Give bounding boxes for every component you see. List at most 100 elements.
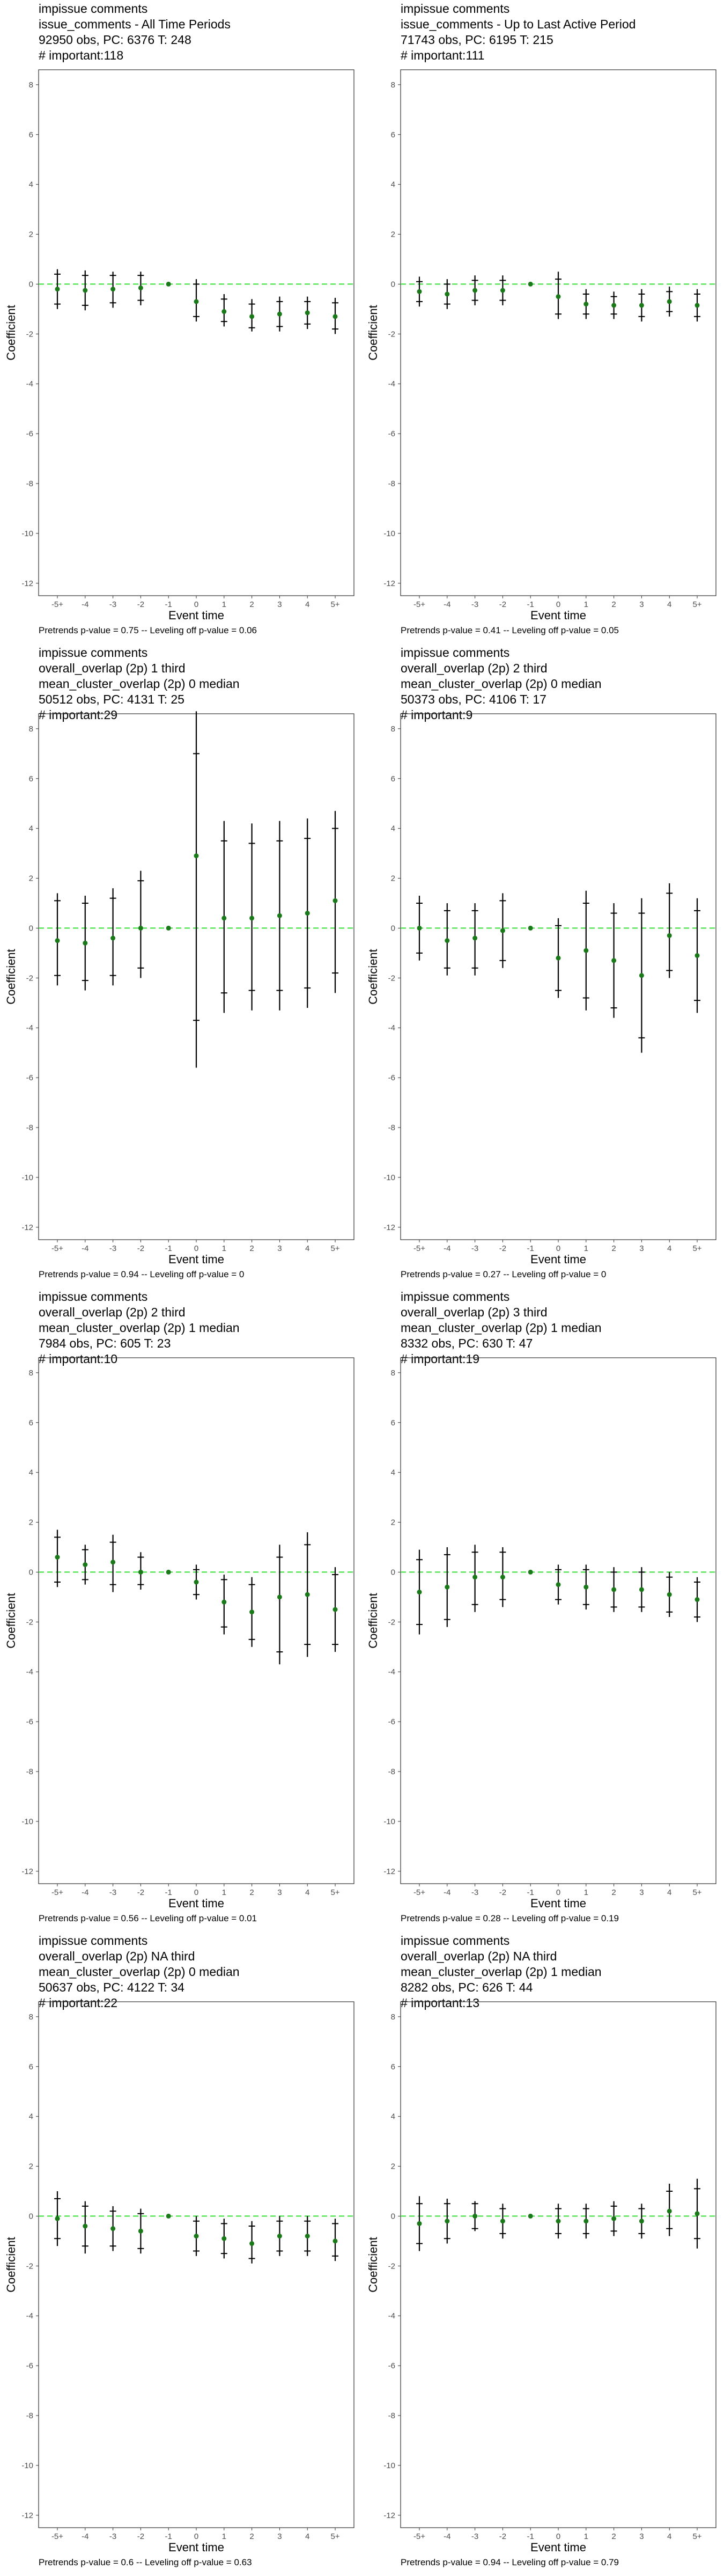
y-tick-label: 6 [391,774,395,784]
x-tick-label: 2 [249,1888,254,1897]
x-tick-label: 2 [249,2532,254,2541]
chart-footer: Pretrends p-value = 0.56 -- Leveling off… [39,1913,257,1923]
y-tick-label: -2 [26,330,33,339]
estimate-point [277,1594,282,1600]
y-tick-label: 4 [391,1468,395,1477]
estimate-point [277,913,282,918]
estimate-point [472,288,478,293]
y-tick-label: -8 [26,1767,33,1776]
estimate-point [528,925,533,931]
x-tick-label: 3 [639,1244,644,1253]
x-tick-label: 1 [584,2532,588,2541]
chart-title: impissue comments [401,1934,510,1948]
estimate-point [583,948,589,953]
x-tick-label: 5+ [330,1244,339,1253]
estimate-point [417,2221,422,2226]
y-tick-label: -2 [26,1618,33,1627]
x-tick-label: 0 [194,2532,198,2541]
x-tick-label: -1 [527,2532,534,2541]
estimate-point [500,288,505,293]
y-axis-label: Coefficient [366,305,380,361]
y-tick-label: -2 [388,330,395,339]
chart-panel: impissue comments overall_overlap (2p) NA… [362,1932,724,2576]
x-tick-label: -2 [499,2532,506,2541]
x-tick-label: -2 [137,1888,144,1897]
chart-subtitle-line: # important:29 [39,708,118,722]
estimate-point [583,2219,589,2224]
y-tick-label: 2 [391,874,395,883]
estimate-point [110,1560,116,1565]
y-tick-label: 8 [29,80,33,90]
estimate-point [445,1584,450,1590]
y-tick-label: -4 [388,2311,395,2321]
x-tick-label: -5+ [51,1888,63,1897]
estimate-point [55,1555,60,1560]
x-tick-label: -4 [82,600,88,609]
x-tick-label: -4 [82,2532,88,2541]
x-tick-label: 4 [305,1244,309,1253]
y-tick-label: 0 [29,924,33,933]
x-tick-label: 5+ [692,1244,701,1253]
x-tick-label: -1 [165,1888,172,1897]
y-axis-label: Coefficient [4,1593,18,1649]
chart-header: impissue comments overall_overlap (2p) 3 … [401,1289,602,1367]
x-tick-label: -1 [165,600,172,609]
estimate-point [83,288,88,293]
x-tick-label: 1 [584,1244,588,1253]
estimate-point [472,1575,478,1580]
x-tick-label: -2 [499,1888,506,1897]
y-tick-label: -4 [388,1023,395,1033]
x-tick-label: 5+ [330,2532,339,2541]
chart-subtitle-line: # important:13 [401,1996,480,2010]
y-axis-label: Coefficient [366,1593,380,1649]
chart-subtitle-line: 50512 obs, PC: 4131 T: 25 [39,692,184,706]
chart-subtitle-line: overall_overlap (2p) 1 third [39,661,186,675]
x-tick-label: 0 [556,1244,560,1253]
estimate-point [277,2234,282,2239]
estimate-point [528,281,533,287]
y-tick-label: 8 [391,724,395,734]
estimate-point [556,294,561,299]
estimate-point [611,958,617,963]
y-tick-label: 6 [391,130,395,140]
y-tick-label: 2 [391,2162,395,2171]
chart-title: impissue comments [39,2,148,16]
estimate-point [83,2223,88,2229]
y-tick-label: -6 [26,1073,33,1082]
estimate-point [639,1587,644,1592]
chart-subtitle-line: mean_cluster_overlap (2p) 1 median [401,1965,602,1979]
chart-subtitle-line: # important:111 [401,48,485,62]
x-tick-label: -4 [82,1888,88,1897]
estimate-point [556,955,561,961]
estimate-point [138,925,143,931]
estimate-point [83,940,88,946]
y-tick-label: -10 [21,1817,33,1826]
y-tick-label: 2 [29,2162,33,2171]
estimate-point [138,285,143,290]
estimate-point [667,299,672,304]
y-tick-label: 8 [29,724,33,734]
estimate-point [110,935,116,941]
x-axis-label: Event time [168,2541,224,2554]
x-axis-label: Event time [530,609,586,622]
y-tick-label: 2 [391,230,395,239]
x-tick-label: 5+ [330,1888,339,1897]
y-tick-label: -10 [383,2461,395,2470]
x-tick-label: -3 [471,600,478,609]
y-tick-label: 4 [29,180,33,189]
y-tick-label: -8 [388,479,395,488]
y-tick-label: -10 [21,529,33,538]
chart-subtitle-line: 50637 obs, PC: 4122 T: 34 [39,1980,184,1994]
x-tick-label: -4 [444,1888,450,1897]
chart-footer: Pretrends p-value = 0.94 -- Leveling off… [39,1269,245,1279]
x-tick-label: 0 [556,1888,560,1897]
x-tick-label: -3 [109,1244,116,1253]
estimate-point [695,2211,700,2216]
x-tick-label: 3 [639,2532,644,2541]
plot-frame [400,1357,716,1884]
x-tick-label: -4 [444,600,450,609]
y-tick-label: -8 [388,1123,395,1132]
y-tick-label: -12 [383,1223,395,1232]
